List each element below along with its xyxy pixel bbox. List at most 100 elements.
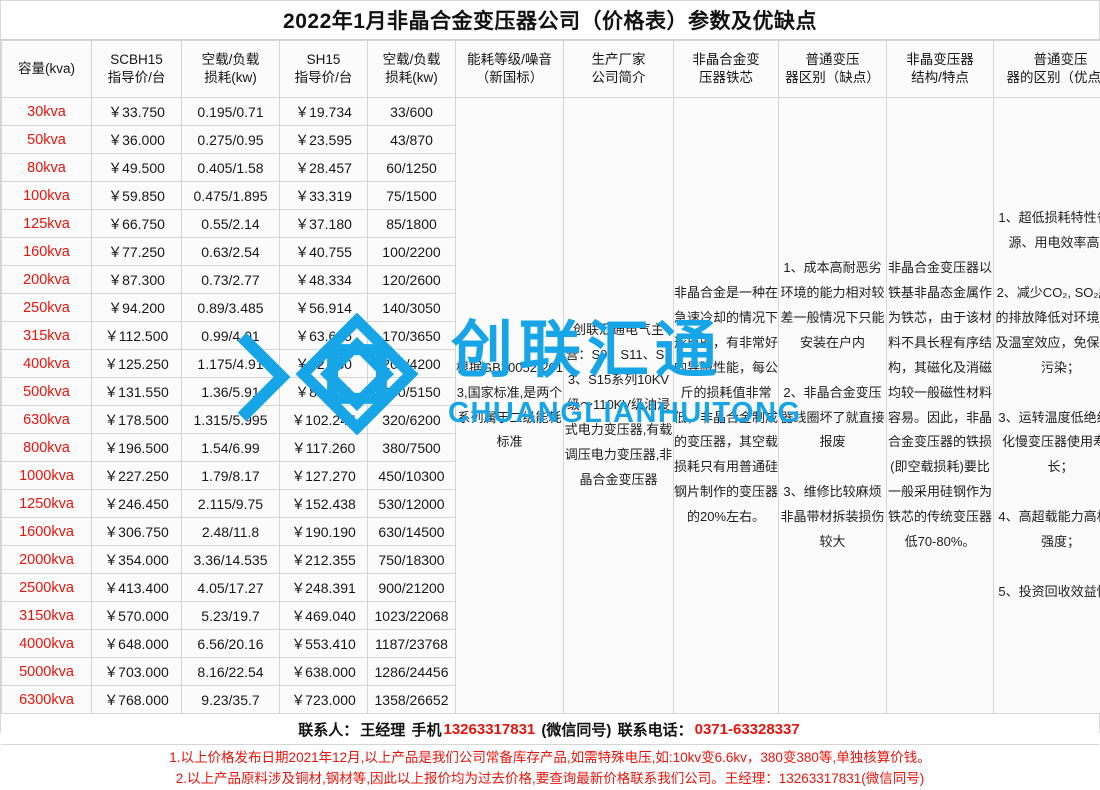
cell-sh15-loss: 60/1250 [368,154,456,182]
contact-label: 联系人： [298,719,358,740]
cell-scbh15-price: ￥33.750 [92,98,182,126]
cell-sh15-loss: 900/21200 [368,574,456,602]
cell-capacity: 250kva [2,294,92,322]
header-line-2: 公司简介 [592,70,646,85]
header-line-1: 非晶合金变 [692,52,760,67]
cell-scbh15-loss: 0.275/0.95 [182,126,280,154]
cell-capacity: 4000kva [2,630,92,658]
cell-scbh15-price: ￥94.200 [92,294,182,322]
header-line-1: 容量(kva) [18,61,75,76]
cell-sh15-loss: 450/10300 [368,462,456,490]
cell-capacity: 125kva [2,210,92,238]
cell-capacity: 160kva [2,238,92,266]
cell-sh15-loss: 1023/22068 [368,602,456,630]
cell-scbh15-loss: 4.05/17.27 [182,574,280,602]
cell-scbh15-loss: 1.79/8.17 [182,462,280,490]
cell-sh15-price: ￥63.635 [280,322,368,350]
header-line-1: 能耗等级/噪音 [467,52,552,67]
cell-capacity: 100kva [2,182,92,210]
cell-sh15-loss: 85/1800 [368,210,456,238]
cell-scbh15-loss: 0.55/2.14 [182,210,280,238]
cell-scbh15-loss: 1.175/4.91 [182,350,280,378]
cell-capacity: 2000kva [2,546,92,574]
cell-scbh15-loss: 0.63/2.54 [182,238,280,266]
cell-sh15-loss: 530/12000 [368,490,456,518]
cell-capacity: 1600kva [2,518,92,546]
cell-capacity: 2500kva [2,574,92,602]
cell-scbh15-price: ￥59.850 [92,182,182,210]
cell-scbh15-loss: 2.115/9.75 [182,490,280,518]
cell-scbh15-loss: 2.48/11.8 [182,518,280,546]
cell-scbh15-loss: 1.54/6.99 [182,434,280,462]
cell-sh15-loss: 250/5150 [368,378,456,406]
footer-note-1: 1.以上价格发布日期2021年12月,以上产品是我们公司常备库存产品,如需特殊电… [1,748,1099,769]
cell-sh15-loss: 33/600 [368,98,456,126]
header-line-1: 空载/负载 [383,52,441,67]
cell-sh15-price: ￥638.000 [280,658,368,686]
cell-sh15-loss: 140/3050 [368,294,456,322]
cell-energy-grade: 根据GB20052-2013,国家标准,是两个系列属于二级能耗标准 [456,98,564,714]
cell-capacity: 800kva [2,434,92,462]
header-line-2: 指导价/台 [108,70,166,85]
cell-sh15-price: ￥28.457 [280,154,368,182]
cell-sh15-price: ￥19.734 [280,98,368,126]
cell-capacity: 500kva [2,378,92,406]
cell-amorphous-structure: 非晶合金变压器以铁基非晶态金属作为铁芯，由于该材料不具长程有序结构，其磁化及消磁… [887,98,994,714]
cell-amorphous-core: 非晶合金是一种在急速冷却的情况下形成的，有非常好的导磁性能，每公斤的损耗值非常低… [674,98,779,714]
cell-scbh15-price: ￥112.500 [92,322,182,350]
cell-sh15-loss: 75/1500 [368,182,456,210]
cell-scbh15-loss: 5.23/19.7 [182,602,280,630]
cell-sh15-price: ￥553.410 [280,630,368,658]
wechat-note: (微信同号) [541,719,611,740]
cell-capacity: 6300kva [2,686,92,714]
header-line-1: 普通变压 [1034,52,1088,67]
cell-scbh15-price: ￥87.300 [92,266,182,294]
cell-scbh15-price: ￥196.500 [92,434,182,462]
cell-capacity: 30kva [2,98,92,126]
header-line-2: 指导价/台 [295,70,353,85]
cell-capacity: 1250kva [2,490,92,518]
col-header-amorphous-structure: 非晶变压器结构/特点 [887,41,994,98]
cell-manufacturer: 创联汇通电气主营：S9、S11、S13、S15系列10KV级～110KV级油浸式… [564,98,674,714]
cell-scbh15-price: ￥77.250 [92,238,182,266]
cell-sh15-price: ￥723.000 [280,686,368,714]
cell-scbh15-price: ￥125.250 [92,350,182,378]
cell-sh15-loss: 380/7500 [368,434,456,462]
cell-sh15-price: ￥37.180 [280,210,368,238]
page-title: 2022年1月非晶合金变压器公司（价格表）参数及优缺点 [283,5,817,35]
cell-scbh15-loss: 0.475/1.895 [182,182,280,210]
cell-scbh15-price: ￥36.000 [92,126,182,154]
cell-scbh15-price: ￥354.000 [92,546,182,574]
col-header-capacity: 容量(kva) [2,41,92,98]
cell-sh15-price: ￥40.755 [280,238,368,266]
cell-capacity: 400kva [2,350,92,378]
cell-sh15-loss: 1358/26652 [368,686,456,714]
contact-name: 王经理 [360,719,405,740]
header-line-1: 非晶变压器 [906,52,974,67]
cell-sh15-loss: 1286/24456 [368,658,456,686]
cell-scbh15-loss: 0.73/2.77 [182,266,280,294]
cell-scbh15-loss: 6.56/20.16 [182,630,280,658]
cell-scbh15-loss: 9.23/35.7 [182,686,280,714]
title-bar: 2022年1月非晶合金变压器公司（价格表）参数及优缺点 [1,1,1099,40]
cell-scbh15-price: ￥246.450 [92,490,182,518]
header-line-2: 压器铁芯 [699,70,753,85]
header-line-2: 损耗(kw) [204,70,257,85]
cell-capacity: 200kva [2,266,92,294]
header-line-2: 结构/特点 [911,70,969,85]
cell-scbh15-price: ￥131.550 [92,378,182,406]
col-header-amorphous-core: 非晶合金变压器铁芯 [674,41,779,98]
cell-sh15-loss: 200/4200 [368,350,456,378]
cell-sh15-price: ￥33.319 [280,182,368,210]
cell-scbh15-loss: 0.99/4.01 [182,322,280,350]
cell-sh15-loss: 170/3650 [368,322,456,350]
